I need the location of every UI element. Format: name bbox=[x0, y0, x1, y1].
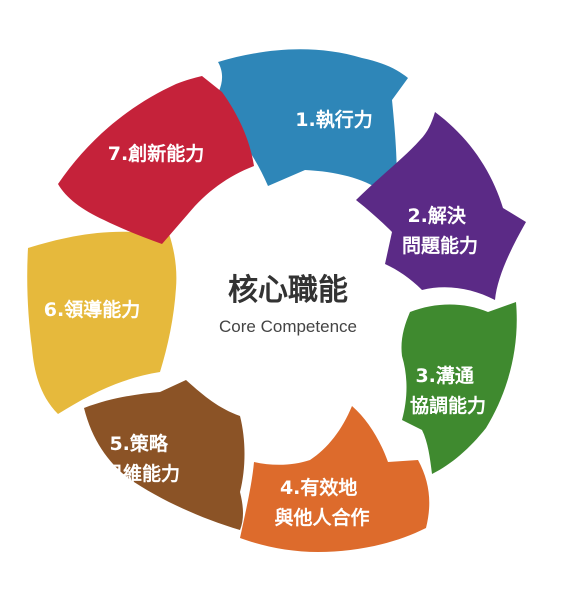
center-title: 核心職能 bbox=[228, 273, 348, 308]
segment-7-arrow bbox=[58, 76, 254, 244]
segment-2-label-line-1: 2.解決 bbox=[407, 204, 466, 227]
segment-6-label: 6.領導能力 bbox=[44, 298, 140, 321]
segment-5-label-line-2: 思維能力 bbox=[104, 462, 180, 485]
segment-2-label-line-2: 問題能力 bbox=[402, 234, 478, 257]
center-circle bbox=[184, 202, 392, 410]
segment-5-label-line-1: 5.策略 bbox=[109, 432, 168, 455]
segment-4-label-line-1: 4.有效地 bbox=[280, 476, 357, 499]
segment-4-cooperation: 4.有效地 與他人合作 bbox=[240, 406, 430, 552]
center-subtitle: Core Competence bbox=[219, 317, 357, 336]
segment-5-label: 5.策略 思維能力 bbox=[104, 432, 180, 485]
segment-7-innovation: 7.創新能力 bbox=[58, 76, 254, 244]
segment-2-label: 2.解決 問題能力 bbox=[402, 204, 478, 257]
segment-3-communication: 3.溝通 協調能力 bbox=[401, 302, 517, 474]
segment-5-strategic-thinking: 5.策略 思維能力 bbox=[84, 380, 245, 530]
segment-3-arrow bbox=[401, 302, 517, 474]
segment-2-problem-solving: 2.解決 問題能力 bbox=[356, 112, 526, 300]
segment-3-label-line-2: 協調能力 bbox=[410, 394, 486, 417]
segment-6-label-line-1: 6.領導能力 bbox=[44, 298, 140, 321]
segment-4-arrow bbox=[240, 406, 430, 552]
segment-2-arrow bbox=[356, 112, 526, 300]
segment-5-arrow bbox=[84, 380, 245, 530]
center-hub: 核心職能 Core Competence bbox=[184, 202, 392, 410]
segment-1-arrow bbox=[208, 49, 408, 202]
segment-4-label: 4.有效地 與他人合作 bbox=[274, 476, 369, 529]
segment-1-execution: 1.執行力 bbox=[208, 49, 408, 202]
segment-1-label: 1.執行力 bbox=[295, 108, 372, 131]
segment-4-label-line-2: 與他人合作 bbox=[274, 506, 369, 529]
segment-7-label-line-1: 7.創新能力 bbox=[108, 142, 204, 165]
segment-3-label-line-1: 3.溝通 bbox=[415, 364, 474, 387]
segment-6-arrow bbox=[27, 212, 177, 414]
segment-6-leadership: 6.領導能力 bbox=[27, 212, 177, 414]
segment-3-label: 3.溝通 協調能力 bbox=[410, 364, 486, 417]
segment-7-label: 7.創新能力 bbox=[108, 142, 204, 165]
segment-1-label-line-1: 1.執行力 bbox=[295, 108, 372, 131]
